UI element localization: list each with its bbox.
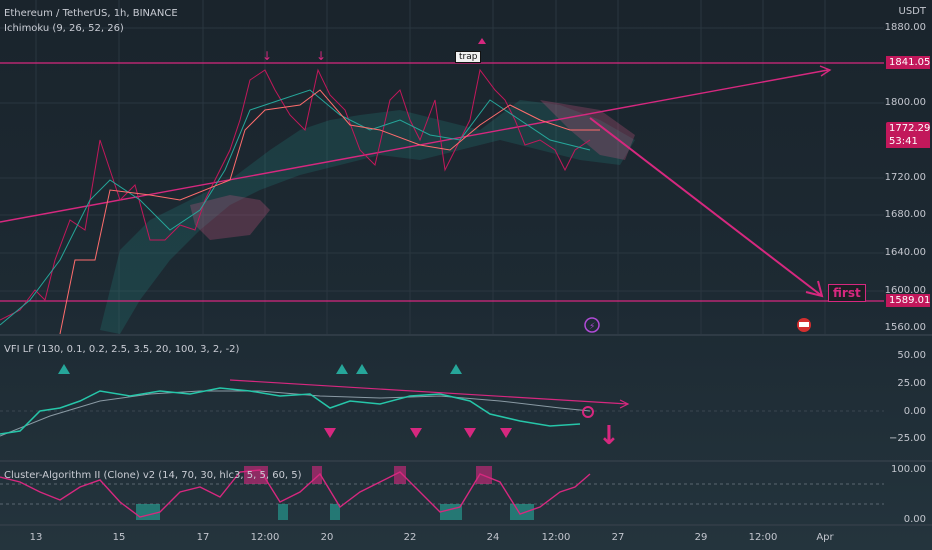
- tick-1560: 1560.00: [884, 322, 926, 333]
- pane-separator-1[interactable]: [0, 334, 932, 336]
- vfi-tick-25: 25.00: [897, 378, 926, 389]
- svg-text:↓: ↓: [262, 49, 272, 63]
- resistance-price-tag: 1841.05: [886, 56, 930, 69]
- down-markers: ↓ ↓: [262, 49, 326, 63]
- price-pane[interactable]: ↓ ↓ ⚡ Ethereum / TetherUS, 1h, BINANCE Ic…: [0, 0, 884, 334]
- chart-title: Ethereum / TetherUS, 1h, BINANCE: [4, 8, 178, 19]
- ichimoku-label[interactable]: Ichimoku (9, 26, 52, 26): [4, 23, 124, 34]
- price-axis[interactable]: USDT 1880.00 1800.00 1720.00 1680.00 164…: [884, 0, 932, 334]
- svg-text:↓: ↓: [316, 49, 326, 63]
- cluster-pane[interactable]: Cluster-Algorithm II (Clone) v2 (14, 70,…: [0, 462, 884, 524]
- x-tick-27: 27: [611, 532, 625, 543]
- vfi-tick-0: 0.00: [903, 406, 926, 417]
- countdown-tag: 53:41: [886, 135, 930, 148]
- vfi-signal-line: [0, 390, 591, 437]
- x-tick-apr: Apr: [816, 532, 834, 543]
- x-tick-17: 17: [196, 532, 210, 543]
- tick-1680: 1680.00: [884, 209, 926, 220]
- pane-separator-2[interactable]: [0, 460, 932, 462]
- x-tick-1200-b: 12:00: [541, 532, 571, 543]
- cluster-title[interactable]: Cluster-Algorithm II (Clone) v2 (14, 70,…: [4, 470, 302, 481]
- cluster-axis[interactable]: 100.00 0.00: [884, 462, 932, 525]
- currency-label: USDT: [898, 6, 926, 17]
- tick-1600: 1600.00: [884, 285, 926, 296]
- vfi-line: [0, 387, 581, 435]
- rising-trendline: [0, 69, 829, 223]
- x-tick-24: 24: [486, 532, 500, 543]
- cluster-line: [0, 469, 591, 518]
- first-label: first: [828, 284, 866, 302]
- tick-1800: 1800.00: [884, 97, 926, 108]
- price-chart[interactable]: ↓ ↓ ⚡: [0, 0, 884, 334]
- vfi-trendline: [229, 379, 629, 405]
- kijun-line: [59, 89, 600, 334]
- vfi-tick-minus25: −25.00: [888, 433, 926, 444]
- tick-1640: 1640.00: [884, 247, 926, 258]
- x-tick-22: 22: [403, 532, 417, 543]
- x-tick-29: 29: [694, 532, 708, 543]
- current-price-tag: 1772.29: [886, 122, 930, 135]
- event-icons: ⚡: [584, 317, 811, 333]
- vfi-up-markers: [58, 364, 462, 374]
- x-tick-13: 13: [29, 532, 43, 543]
- x-tick-15: 15: [112, 532, 126, 543]
- vfi-axis[interactable]: 50.00 25.00 0.00 −25.00: [884, 336, 932, 460]
- cluster-chart[interactable]: [0, 462, 884, 524]
- vfi-chart[interactable]: ↓: [0, 336, 884, 460]
- support-price-tag: 1589.01: [886, 294, 930, 307]
- tenkan-line: [0, 89, 591, 326]
- price-line: [0, 68, 591, 321]
- x-tick-1200-a: 12:00: [250, 532, 280, 543]
- trap-label: trap: [455, 51, 482, 63]
- cluster-tick-100: 100.00: [891, 464, 926, 475]
- vfi-tick-50: 50.00: [897, 350, 926, 361]
- vfi-title[interactable]: VFI LF (130, 0.1, 0.2, 2.5, 3.5, 20, 100…: [4, 344, 240, 355]
- x-tick-20: 20: [320, 532, 334, 543]
- trap-marker: [478, 38, 486, 44]
- vfi-down-markers: [324, 428, 512, 438]
- time-axis-separator: [0, 524, 932, 526]
- cluster-tick-0: 0.00: [903, 514, 926, 525]
- tick-1880: 1880.00: [884, 22, 926, 33]
- ichimoku-cloud-green: [100, 100, 635, 334]
- vfi-pane[interactable]: ↓ VFI LF (130, 0.1, 0.2, 2.5, 3.5, 20, 1…: [0, 336, 884, 460]
- vfi-alert-icon: [582, 406, 594, 418]
- x-tick-1200-c: 12:00: [748, 532, 778, 543]
- svg-text:⚡: ⚡: [589, 322, 595, 332]
- big-down-arrow: ↓: [598, 421, 620, 451]
- projection-arrow: [589, 117, 823, 297]
- oversold-zones: [136, 504, 534, 520]
- tick-1720: 1720.00: [884, 172, 926, 183]
